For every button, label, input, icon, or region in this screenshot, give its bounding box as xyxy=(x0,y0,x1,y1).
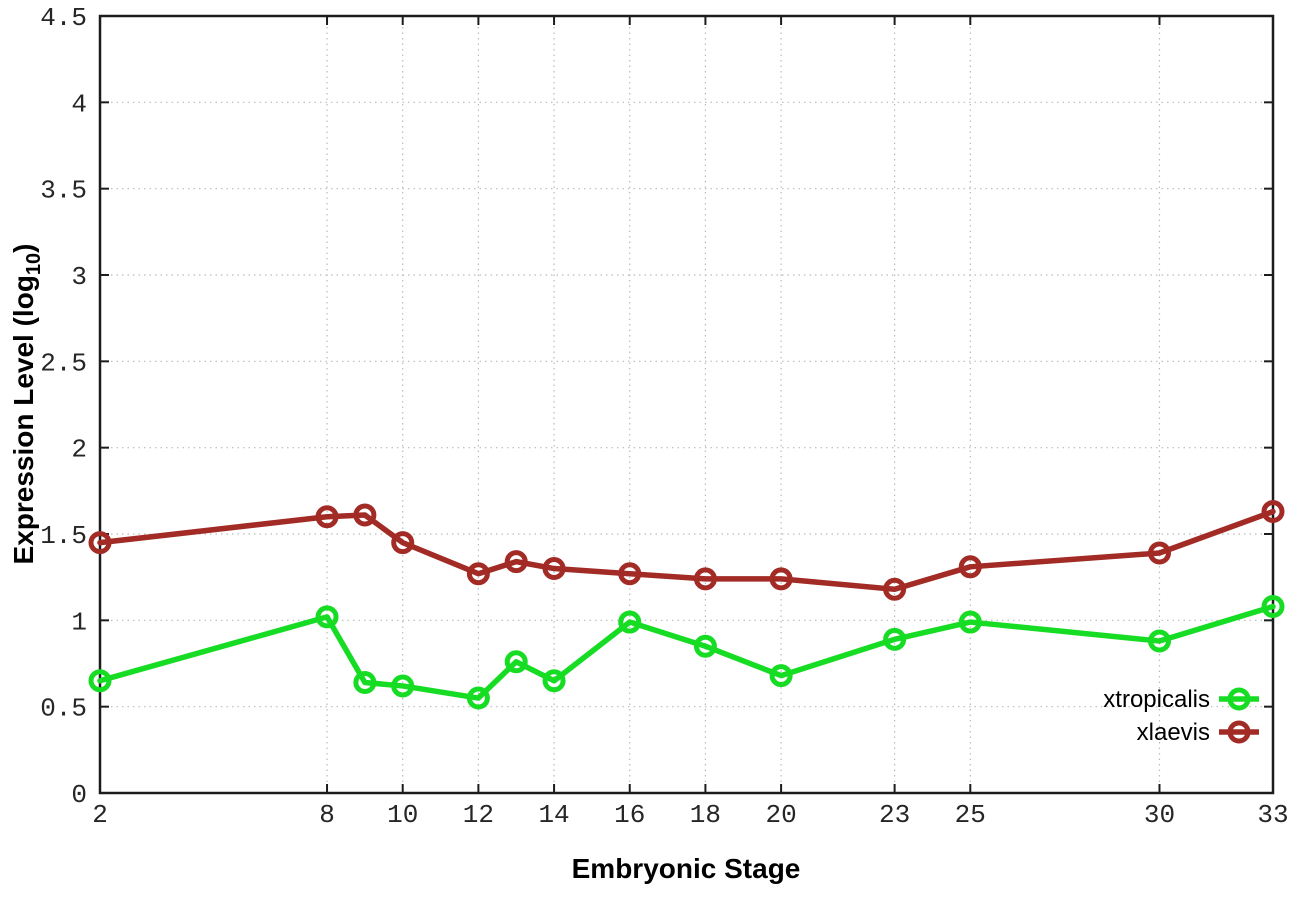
xtropicalis-marker xyxy=(542,669,566,693)
plot-border xyxy=(98,14,1275,795)
xtropicalis-marker xyxy=(504,650,528,674)
y-axis-label: Expression Level (log10) xyxy=(8,244,46,565)
xlaevis-marker xyxy=(1261,500,1285,524)
x-tick-label: 14 xyxy=(538,800,569,830)
xlaevis-marker xyxy=(883,577,907,601)
y-tick-label: 3 xyxy=(71,262,87,292)
xtropicalis-marker xyxy=(1147,629,1171,653)
x-tick-label: 25 xyxy=(955,800,986,830)
y-tick-label: 0 xyxy=(71,780,87,810)
x-tick-label: 18 xyxy=(690,800,721,830)
xtropicalis-marker xyxy=(466,686,490,710)
xlaevis-marker xyxy=(618,562,642,586)
xtropicalis-marker xyxy=(769,664,793,688)
xlaevis-marker xyxy=(315,505,339,529)
x-tick-label: 23 xyxy=(879,800,910,830)
legend-marker-xlaevis xyxy=(1227,720,1251,744)
x-tick-label: 20 xyxy=(765,800,796,830)
xtropicalis-marker xyxy=(618,610,642,634)
xlaevis-marker xyxy=(769,567,793,591)
xtropicalis-marker xyxy=(88,669,112,693)
x-tick-label: 10 xyxy=(387,800,418,830)
y-axis-label-subscript: 10 xyxy=(22,252,45,276)
xtropicalis-marker xyxy=(315,605,339,629)
x-tick-label: 16 xyxy=(614,800,645,830)
x-tick-label: 30 xyxy=(1144,800,1175,830)
y-tick-label: 1 xyxy=(71,607,87,637)
y-tick-label: 2.5 xyxy=(40,348,87,378)
xlaevis-marker xyxy=(391,531,415,555)
xlaevis-marker xyxy=(504,550,528,574)
xlaevis-marker xyxy=(466,562,490,586)
xtropicalis-line xyxy=(97,603,1276,701)
y-tick-label: 4 xyxy=(71,89,87,119)
xtropicalis-marker xyxy=(693,634,717,658)
y-tick-label: 0.5 xyxy=(40,694,87,724)
y-axis-label-suffix: ) xyxy=(8,243,40,253)
xlaevis-marker xyxy=(542,557,566,581)
legend-label-xtropicalis: xtropicalis xyxy=(1103,686,1210,713)
x-tick-label: 2 xyxy=(92,800,108,830)
xlaevis-line xyxy=(97,508,1276,593)
xtropicalis-marker xyxy=(958,610,982,634)
y-axis-label-text: Expression Level (log xyxy=(8,275,40,565)
legend-label-xlaevis: xlaevis xyxy=(1137,719,1210,746)
xlaevis-marker xyxy=(88,531,112,555)
xtropicalis-marker xyxy=(353,670,377,694)
xlaevis-marker xyxy=(958,555,982,579)
y-tick-label: 3.5 xyxy=(40,176,87,206)
xlaevis-marker xyxy=(1147,541,1171,565)
x-tick-label: 12 xyxy=(463,800,494,830)
xlaevis-marker xyxy=(353,503,377,527)
xlaevis-marker xyxy=(693,567,717,591)
xtropicalis-marker xyxy=(1261,595,1285,619)
legend-marker-xtropicalis xyxy=(1227,687,1251,711)
x-tick-label: 33 xyxy=(1257,800,1288,830)
x-tick-label: 8 xyxy=(319,800,335,830)
xtropicalis-marker xyxy=(883,627,907,651)
x-axis-label: Embryonic Stage xyxy=(571,853,801,884)
y-tick-label: 2 xyxy=(71,435,87,465)
xtropicalis-marker xyxy=(391,674,415,698)
y-tick-label: 4.5 xyxy=(40,3,87,33)
y-tick-label: 1.5 xyxy=(40,521,87,551)
